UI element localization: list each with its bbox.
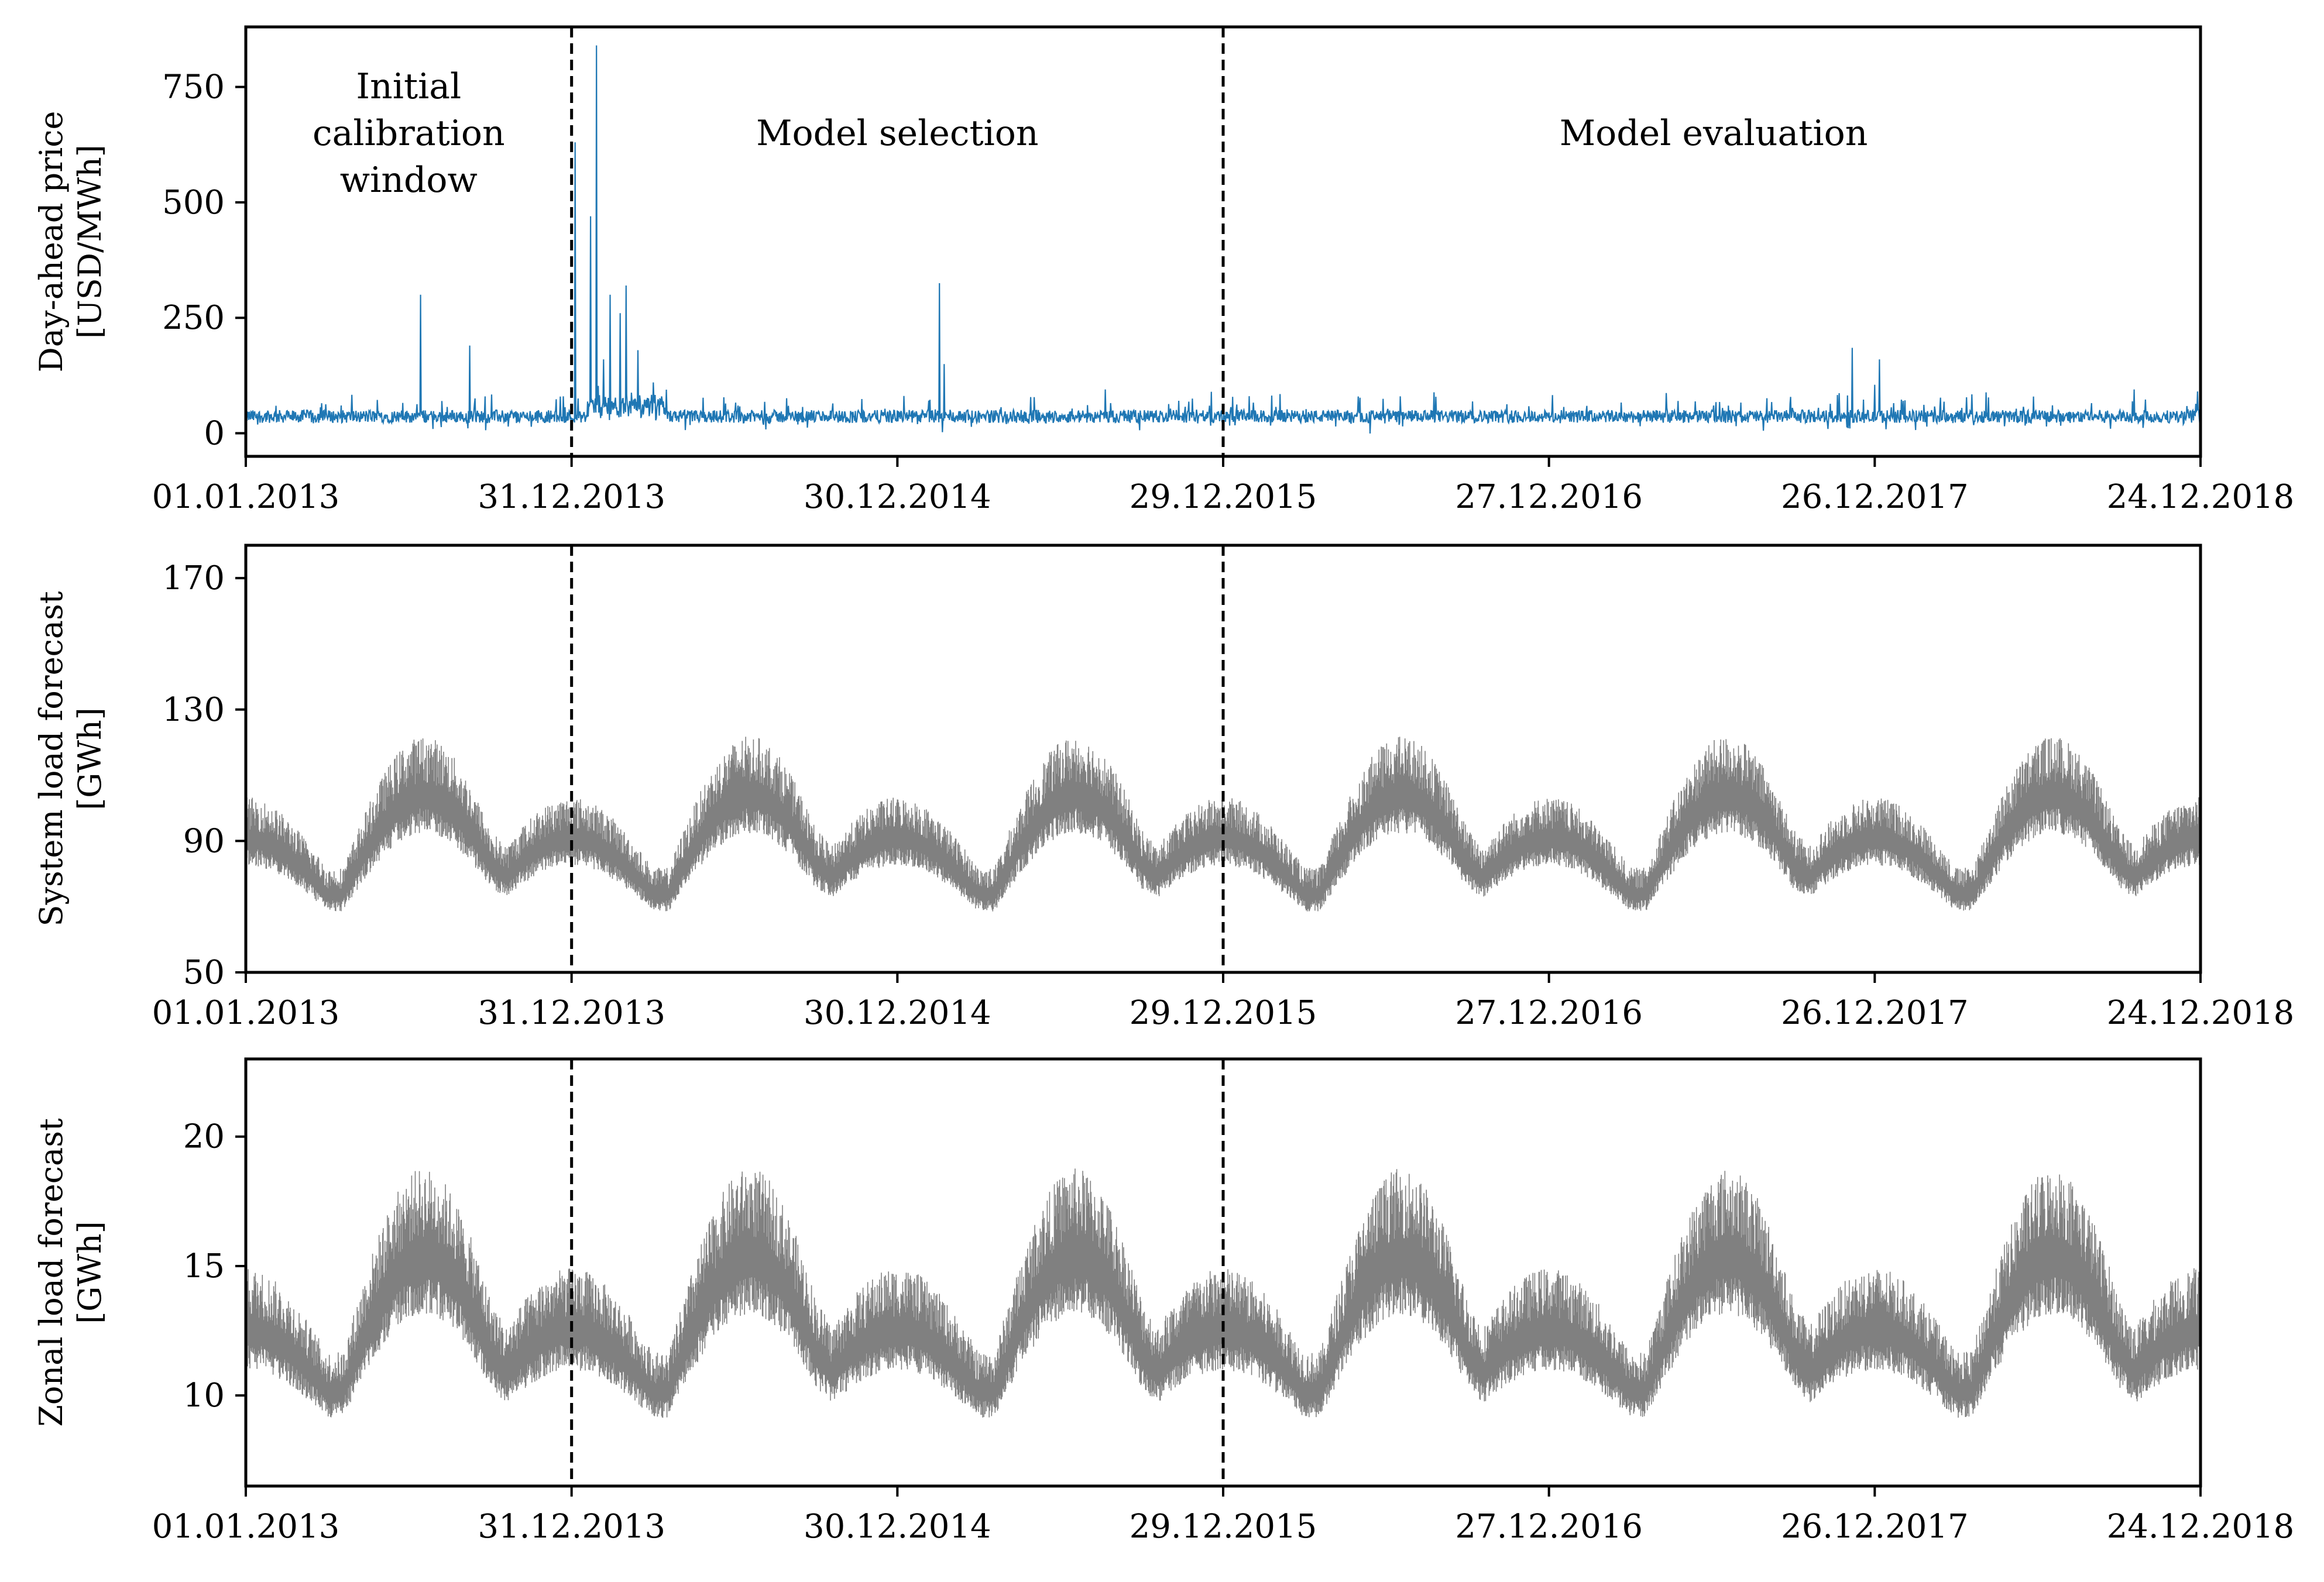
x-tick-label: 30.12.2014 — [804, 1508, 991, 1546]
y-tick-label: 15 — [183, 1247, 225, 1285]
x-tick-label: 27.12.2016 — [1455, 1508, 1643, 1546]
x-tick-label: 29.12.2015 — [1130, 994, 1317, 1032]
y-tick-label: 20 — [183, 1118, 225, 1156]
x-tick-label: 24.12.2018 — [2107, 1508, 2295, 1546]
y-tick-label: 50 — [183, 954, 225, 992]
period-annotation-0-line-1: calibration — [313, 113, 505, 154]
x-tick-label: 01.01.2013 — [152, 994, 340, 1032]
period-annotation-2-line-0: Model evaluation — [1560, 113, 1868, 154]
period-annotation-0-line-0: Initial — [356, 66, 461, 107]
x-tick-label: 01.01.2013 — [152, 478, 340, 516]
x-tick-label: 27.12.2016 — [1455, 478, 1643, 516]
x-tick-label: 31.12.2013 — [478, 1508, 665, 1546]
x-tick-label: 30.12.2014 — [804, 478, 991, 516]
period-annotation-1-line-0: Model selection — [756, 113, 1038, 154]
x-tick-label: 24.12.2018 — [2107, 994, 2295, 1032]
y-tick-label: 10 — [183, 1377, 225, 1415]
x-tick-label: 24.12.2018 — [2107, 478, 2295, 516]
y-axis-label-line-1: [GWh] — [71, 1221, 108, 1324]
x-tick-label: 26.12.2017 — [1781, 478, 1969, 516]
zonal-load-panel: 01.01.2013 31.12.2013 30.12.2014 29.12.2015… — [33, 1057, 2295, 1546]
y-tick-label: 90 — [183, 822, 225, 860]
x-tick-label: 26.12.2017 — [1781, 994, 1969, 1032]
y-tick-label: 750 — [162, 68, 225, 106]
y-axis-label-line-0: Zonal load forecast — [33, 1118, 70, 1427]
zonal-load-series-line — [246, 1168, 2201, 1418]
x-tick-label: 30.12.2014 — [804, 994, 991, 1032]
y-axis-label-line-0: System load forecast — [33, 591, 70, 926]
y-tick-label: 250 — [162, 299, 225, 337]
x-tick-label: 31.12.2013 — [478, 478, 665, 516]
y-axis-label-line-1: [GWh] — [71, 707, 108, 810]
x-tick-label: 26.12.2017 — [1781, 1508, 1969, 1546]
x-tick-label: 01.01.2013 — [152, 1508, 340, 1546]
x-tick-label: 29.12.2015 — [1130, 478, 1317, 516]
period-annotation-0-line-2: window — [340, 160, 478, 201]
y-tick-label: 130 — [162, 691, 225, 729]
x-tick-label: 31.12.2013 — [478, 994, 665, 1032]
price-panel: 01.01.2013 31.12.2013 30.12.2014 29.12.2015… — [33, 25, 2295, 516]
x-tick-label: 27.12.2016 — [1455, 994, 1643, 1032]
y-tick-label: 170 — [162, 559, 225, 597]
system-load-panel: 01.01.2013 31.12.2013 30.12.2014 29.12.2015… — [33, 544, 2295, 1032]
y-axis-label-line-1: [USD/MWh] — [71, 145, 108, 339]
y-axis-label-line-0: Day-ahead price — [33, 111, 70, 373]
y-tick-label: 500 — [162, 184, 225, 222]
y-tick-label: 0 — [204, 415, 225, 453]
system-load-series-line — [246, 737, 2201, 912]
x-tick-label: 29.12.2015 — [1130, 1508, 1317, 1546]
